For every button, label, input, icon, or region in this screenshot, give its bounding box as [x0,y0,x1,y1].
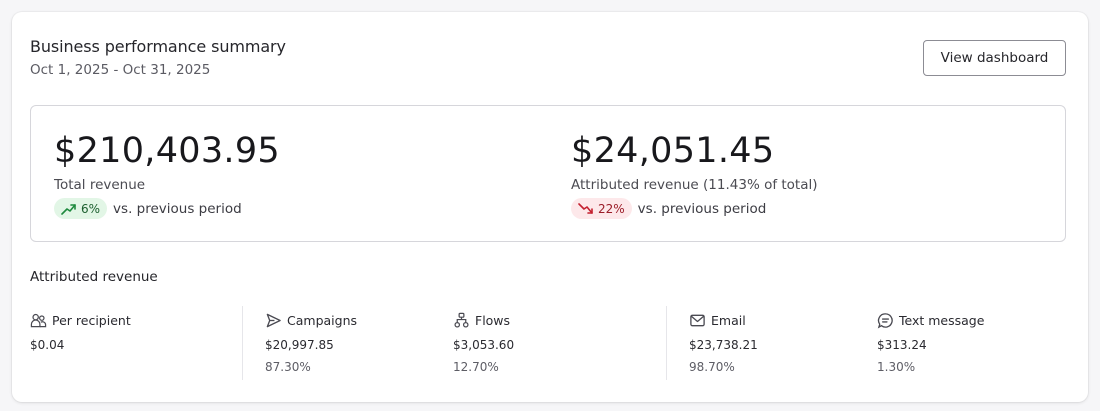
trend-badge-down: 22% [571,198,632,219]
trend-up-icon [61,203,76,215]
metric-email: Email $23,738.21 98.70% [689,312,758,374]
attributed-revenue-heading: Attributed revenue [30,269,158,285]
attributed-revenue-trend: 22% vs. previous period [571,198,766,219]
metric-value: $3,053.60 [453,338,515,352]
total-revenue-value: $210,403.95 [54,131,280,171]
divider [666,306,667,380]
metric-label: Campaigns [287,313,358,328]
metric-percent: 12.70% [453,360,499,374]
attributed-revenue-label: Attributed revenue (11.43% of total) [571,177,818,193]
metric-value: $313.24 [877,338,927,352]
metric-value: $0.04 [30,338,65,352]
view-dashboard-button[interactable]: View dashboard [923,40,1066,76]
divider [242,306,243,380]
metric-percent: 98.70% [689,360,735,374]
mail-icon [690,314,705,327]
metric-per-recipient: Per recipient $0.04 [30,312,131,352]
trend-down-value: 22% [598,201,625,216]
metric-percent: 87.30% [265,360,311,374]
chat-icon [877,313,893,329]
metric-value: $23,738.21 [689,338,758,352]
total-revenue-trend: 6% vs. previous period [54,198,242,219]
trend-down-icon [578,202,593,214]
metric-flows: Flows $3,053.60 12.70% [453,312,514,374]
attributed-revenue-value: $24,051.45 [571,131,775,171]
total-revenue-label: Total revenue [54,177,146,193]
metric-label: Text message [899,313,985,328]
people-icon [30,313,47,328]
metric-text-message: Text message $313.24 1.30% [877,312,984,374]
card-title: Business performance summary [30,37,286,56]
metric-label: Per recipient [52,313,131,328]
kpi-panel: $210,403.95 Total revenue 6% vs. previou… [30,105,1066,242]
trend-up-value: 6% [81,201,101,216]
trend-comparison: vs. previous period [113,200,242,217]
metric-value: $20,997.85 [265,338,334,352]
trend-comparison: vs. previous period [637,200,767,217]
trend-badge-up: 6% [54,198,108,219]
metric-label: Email [711,313,746,328]
business-performance-card: Business performance summary Oct 1, 2025… [12,12,1088,402]
send-icon [266,313,281,328]
metric-percent: 1.30% [877,360,916,374]
metric-label: Flows [475,313,511,328]
metric-campaigns: Campaigns $20,997.85 87.30% [265,312,357,374]
flows-icon [454,312,469,328]
date-range: Oct 1, 2025 - Oct 31, 2025 [30,62,211,78]
